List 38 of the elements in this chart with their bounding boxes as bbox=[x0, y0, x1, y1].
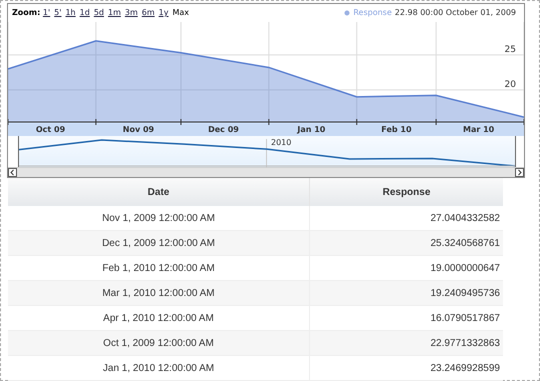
text: Max bbox=[172, 8, 190, 17]
category-label: Oct 1, 2009 12:00:00 AM bbox=[8, 330, 310, 356]
data-label: 23.2469928599 bbox=[429, 362, 501, 376]
text: 6m bbox=[142, 8, 155, 17]
data-label: 25.3240568761 bbox=[429, 236, 501, 250]
annotation: 2010 bbox=[271, 138, 292, 147]
text: Zoom: bbox=[12, 8, 40, 17]
category-label: Mar 1, 2010 12:00:00 AM bbox=[8, 280, 310, 306]
y-tick-label: 20 bbox=[504, 80, 516, 90]
category-label: Dec 1, 2009 12:00:00 AM bbox=[8, 230, 310, 256]
category-label: Jan 1, 2010 12:00:00 AM bbox=[8, 356, 310, 380]
x-tick-label: Nov 09 bbox=[122, 125, 155, 134]
text: 1d bbox=[80, 8, 90, 17]
text: 1h bbox=[65, 8, 76, 17]
text: 5d bbox=[94, 8, 104, 17]
y-tick-label: 25 bbox=[504, 45, 516, 56]
text: 1' bbox=[42, 8, 50, 17]
x-tick-label: Oct 09 bbox=[36, 125, 66, 134]
text: 3m bbox=[124, 8, 138, 17]
text: 5' bbox=[54, 8, 62, 17]
data-label: 19.0000000647 bbox=[429, 262, 501, 276]
data-label: 16.0790517867 bbox=[429, 312, 501, 326]
data-label: 22.9771332863 bbox=[429, 336, 501, 350]
text: 1y bbox=[158, 8, 168, 17]
text: 22.98 00:00 October 01, 2009 bbox=[394, 8, 516, 17]
data-label: 27.0404332582 bbox=[429, 212, 501, 226]
x-tick-label: Feb 10 bbox=[381, 125, 412, 134]
category-label: Feb 1, 2010 12:00:00 AM bbox=[8, 256, 310, 280]
data-label: 19.2409495736 bbox=[429, 286, 501, 300]
category-label: Apr 1, 2010 12:00:00 AM bbox=[8, 306, 310, 330]
text: 1m bbox=[108, 8, 121, 17]
category-label: Nov 1, 2009 12:00:00 AM bbox=[8, 206, 310, 230]
x-tick-label: Jan 10 bbox=[296, 125, 326, 134]
x-tick-label: Dec 09 bbox=[208, 125, 240, 134]
table-header: Date Response bbox=[8, 178, 503, 206]
series-label: Response bbox=[382, 186, 432, 200]
x-tick-label: Mar 10 bbox=[463, 125, 495, 134]
legend-label: Response bbox=[353, 8, 392, 17]
